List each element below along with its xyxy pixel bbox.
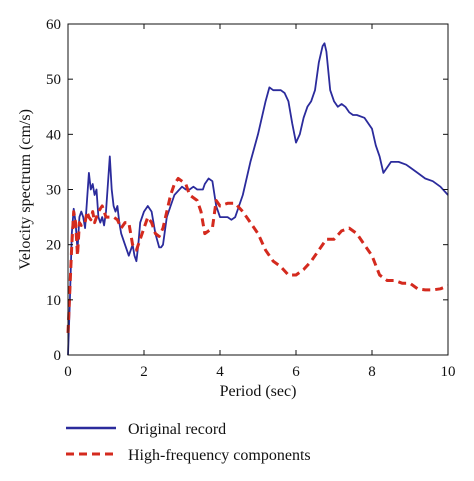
y-axis-label: Velocity spectrum (cm/s): [17, 109, 34, 270]
y-tick-label: 50: [46, 72, 61, 88]
series-layer: [66, 42, 449, 356]
y-tick-label: 60: [46, 17, 61, 33]
x-tick-label: 6: [292, 364, 300, 380]
x-tick-label: 10: [441, 364, 456, 380]
legend-label-high-frequency-components: High-frequency components: [128, 447, 311, 464]
legend: Original record High-frequency component…: [66, 421, 311, 464]
x-tick-label: 4: [216, 364, 224, 380]
plot-frame: [67, 23, 449, 356]
y-tick-label: 30: [46, 183, 61, 199]
series-line-original-record: [67, 42, 449, 356]
y-tick-label: 40: [46, 127, 61, 143]
legend-label-original-record: Original record: [128, 421, 226, 438]
y-tick-label: 0: [54, 348, 62, 364]
series-line-high-frequency-components: [66, 177, 449, 333]
x-tick-label: 0: [64, 364, 72, 380]
ticks-layer: 0 2 4 6 8 10 0 10 20 30 40 50 60: [46, 17, 456, 380]
y-tick-label: 20: [46, 238, 61, 254]
y-tick-label: 10: [46, 293, 61, 309]
x-axis-label: Period (sec): [220, 383, 297, 400]
x-tick-label: 8: [368, 364, 376, 380]
x-tick-label: 2: [140, 364, 148, 380]
